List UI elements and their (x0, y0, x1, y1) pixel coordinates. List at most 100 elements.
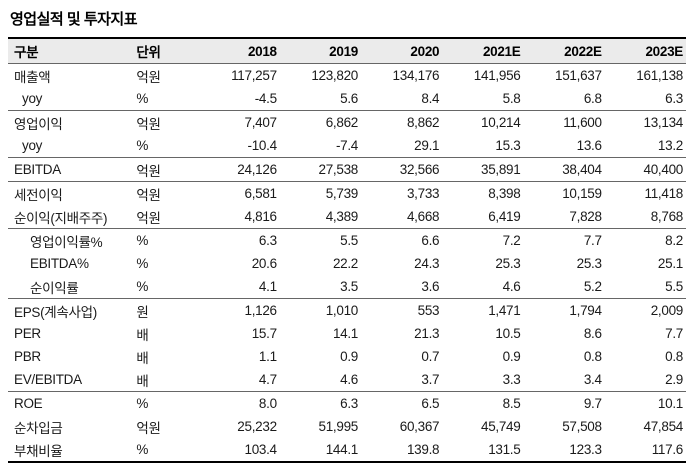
table-row: 영업이익률%% 6.3 5.5 6.6 7.2 7.7 8.2 (8, 229, 686, 253)
value-cell: 10,159 (562, 186, 602, 201)
value-cell: 25.1 (657, 256, 683, 271)
value-cell: 11,600 (563, 115, 602, 130)
value-cell: 8.4 (361, 87, 443, 111)
value-cell: 4,389 (279, 205, 362, 229)
value-cell: -7.4 (279, 134, 362, 158)
value-cell: 0.9 (502, 349, 521, 364)
value-cell: 0.9 (340, 349, 359, 364)
row-unit: % (132, 87, 199, 111)
row-label: yoy (8, 87, 133, 111)
value-cell: 14.1 (332, 326, 359, 341)
row-label: EPS(계속사업) (14, 304, 97, 320)
value-cell: 141,956 (473, 68, 521, 83)
row-label: PBR (14, 349, 41, 364)
header-category: 구분 (8, 38, 133, 64)
row-unit: 억원 (136, 420, 161, 436)
value-cell: 0.7 (421, 349, 440, 364)
value-cell: 10.5 (495, 326, 521, 341)
value-cell: 151,637 (555, 68, 602, 83)
value-cell: 25.3 (576, 256, 602, 271)
value-cell: 57,508 (562, 419, 602, 434)
value-cell: 1.1 (258, 349, 277, 364)
table-row: ROE% 8.0 6.3 6.5 8.5 9.7 10.1 (8, 392, 686, 416)
value-cell: 51,995 (318, 419, 359, 434)
table-row: 순이익률% 4.1 3.5 3.6 4.6 5.2 5.5 (8, 275, 686, 299)
row-unit: % (136, 442, 149, 457)
table-row: PBR 배 1.1 0.9 0.7 0.9 0.8 0.8 (8, 345, 686, 368)
value-cell: 15.3 (442, 134, 524, 158)
value-cell: 10.1 (657, 396, 683, 411)
value-cell: 5.8 (442, 87, 524, 111)
table-row: EPS(계속사업) 원 1,126 1,010 553 1,471 1,794 2,009 (8, 299, 686, 323)
value-cell: 6.3 (340, 396, 359, 411)
row-label: 세전이익 (14, 187, 63, 203)
value-cell: 144.1 (325, 442, 359, 457)
value-cell: 5.5 (604, 275, 686, 299)
table-header-row: 구분 단위 2018 2019 2020 2021E 2022E 2023E (8, 38, 686, 64)
table-row: yoy% -10.4 -7.4 29.1 15.3 13.6 13.2 (8, 134, 686, 158)
value-cell: 6.8 (523, 87, 605, 111)
value-cell: 2,009 (650, 303, 684, 318)
value-cell: 161,138 (636, 68, 683, 83)
value-cell: 3.6 (361, 275, 443, 299)
header-year-2021E: 2021E (442, 38, 524, 64)
value-cell: 13,134 (643, 115, 684, 130)
value-cell: 5,739 (325, 186, 359, 201)
value-cell: 103.4 (244, 442, 277, 457)
value-cell: 60,367 (399, 419, 440, 434)
value-cell: 8.6 (583, 326, 602, 341)
row-unit: 억원 (136, 69, 161, 85)
table-row: 순이익(지배주주) 억원 4,816 4,389 4,668 6,419 7,828 8,76… (8, 205, 686, 229)
row-unit: 억원 (136, 187, 161, 203)
row-unit: 억원 (132, 205, 199, 229)
value-cell: 47,854 (643, 419, 684, 434)
value-cell: 6,862 (325, 115, 359, 130)
value-cell: 4.6 (279, 368, 362, 392)
value-cell: 7.7 (583, 233, 602, 248)
row-label: 순이익(지배주주) (8, 205, 133, 229)
value-cell: 13.6 (523, 134, 605, 158)
table-row: 매출액 억원 117,257 123,820 134,176 141,956 151,637… (8, 64, 686, 88)
row-unit: % (136, 396, 149, 411)
value-cell: 1,010 (325, 303, 359, 318)
value-cell: 4.7 (198, 368, 280, 392)
value-cell: 11,418 (644, 186, 684, 201)
value-cell: 27,538 (279, 157, 362, 182)
value-cell: 3.7 (361, 368, 443, 392)
table-row: EV/EBITDA 배 4.7 4.6 3.7 3.3 3.4 2.9 (8, 368, 686, 392)
value-cell: 6.3 (604, 87, 686, 111)
row-label: 영업이익 (14, 116, 63, 132)
row-unit: % (136, 256, 149, 271)
value-cell: 6,419 (442, 205, 524, 229)
table-row: 순차입금 억원 25,232 51,995 60,367 45,749 57,508 47,8… (8, 415, 686, 438)
table-row: EBITDA 억원 24,126 27,538 32,566 35,891 38,404 40… (8, 157, 686, 182)
row-label: 순차입금 (14, 420, 63, 436)
value-cell: 7,407 (244, 115, 277, 130)
table-row: 영업이익 억원 7,407 6,862 8,862 10,214 11,600 13,134 (8, 111, 686, 135)
value-cell: 25,232 (237, 419, 277, 434)
header-year-2023E: 2023E (604, 38, 686, 64)
row-unit: % (132, 134, 199, 158)
value-cell: 123.3 (569, 442, 602, 457)
value-cell: 3.4 (523, 368, 605, 392)
value-cell: 40,400 (604, 157, 686, 182)
row-label: EV/EBITDA (8, 368, 133, 392)
value-cell: 553 (417, 303, 440, 318)
value-cell: 0.8 (583, 349, 602, 364)
row-unit: % (136, 233, 149, 248)
value-cell: 1,471 (488, 303, 521, 318)
value-cell: 8.2 (665, 233, 683, 248)
table-row: 부채비율% 103.4 144.1 139.8 131.5 123.3 117.6 (8, 438, 686, 462)
row-unit: 억원 (136, 116, 161, 132)
value-cell: 4.1 (198, 275, 280, 299)
header-year-2022E: 2022E (523, 38, 605, 64)
table-row: yoy% -4.5 5.6 8.4 5.8 6.8 6.3 (8, 87, 686, 111)
row-unit: 배 (136, 327, 149, 343)
value-cell: 25.3 (495, 256, 521, 271)
header-year-2020: 2020 (361, 38, 443, 64)
value-cell: 24.3 (414, 256, 440, 271)
value-cell: 4,816 (198, 205, 280, 229)
value-cell: 9.7 (583, 396, 602, 411)
header-year-2018: 2018 (198, 38, 280, 64)
value-cell: 2.9 (604, 368, 686, 392)
